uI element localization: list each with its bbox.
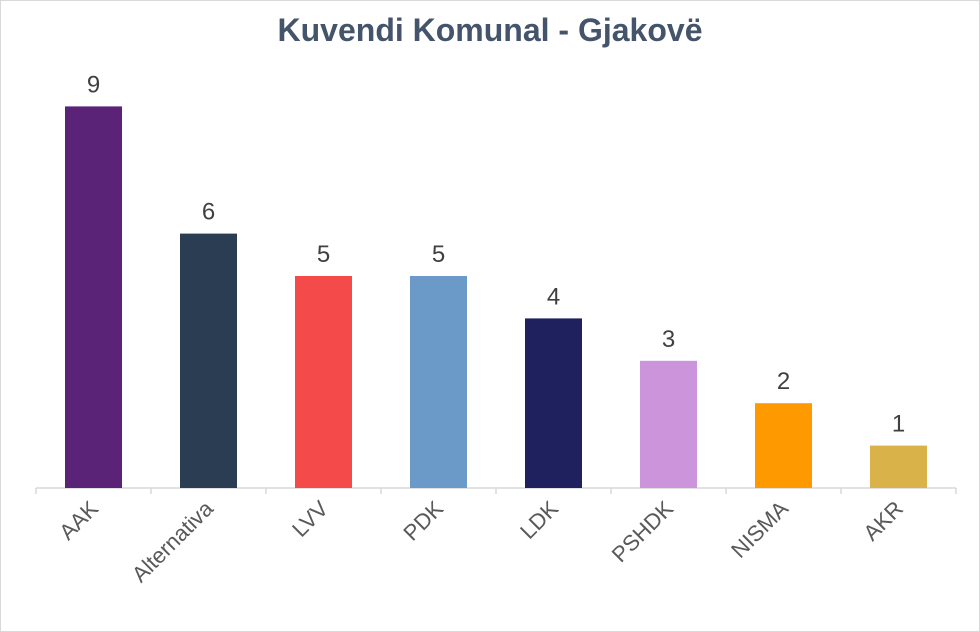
x-tick-label-akr: AKR [858, 496, 908, 546]
x-tick-label-nisma: NISMA [726, 496, 793, 563]
bar-lvv [295, 276, 352, 488]
bar-alternativa [180, 233, 237, 488]
data-label-pshdk: 3 [662, 326, 675, 353]
bar-akr [870, 445, 927, 488]
bar-pdk [410, 276, 467, 488]
data-label-alternativa: 6 [202, 199, 215, 226]
data-label-nisma: 2 [777, 368, 790, 395]
x-tick-label-aak: AAK [54, 496, 103, 545]
bar-nisma [755, 403, 812, 488]
bar-ldk [525, 318, 582, 488]
data-label-akr: 1 [892, 411, 905, 438]
x-tick-label-pshdk: PSHDK [607, 496, 679, 568]
bar-aak [65, 106, 122, 489]
data-label-pdk: 5 [432, 241, 445, 268]
bar-pshdk [640, 360, 697, 488]
x-tick-label-lvv: LVV [287, 496, 333, 542]
x-tick-label-ldk: LDK [515, 496, 563, 544]
x-tick-label-alternativa: Alternativa [127, 495, 219, 587]
data-label-aak: 9 [87, 71, 100, 98]
data-label-lvv: 5 [317, 241, 330, 268]
x-tick-label-pdk: PDK [398, 496, 448, 546]
chart-title: Kuvendi Komunal - Gjakovë [277, 12, 703, 48]
data-label-ldk: 4 [547, 283, 560, 310]
